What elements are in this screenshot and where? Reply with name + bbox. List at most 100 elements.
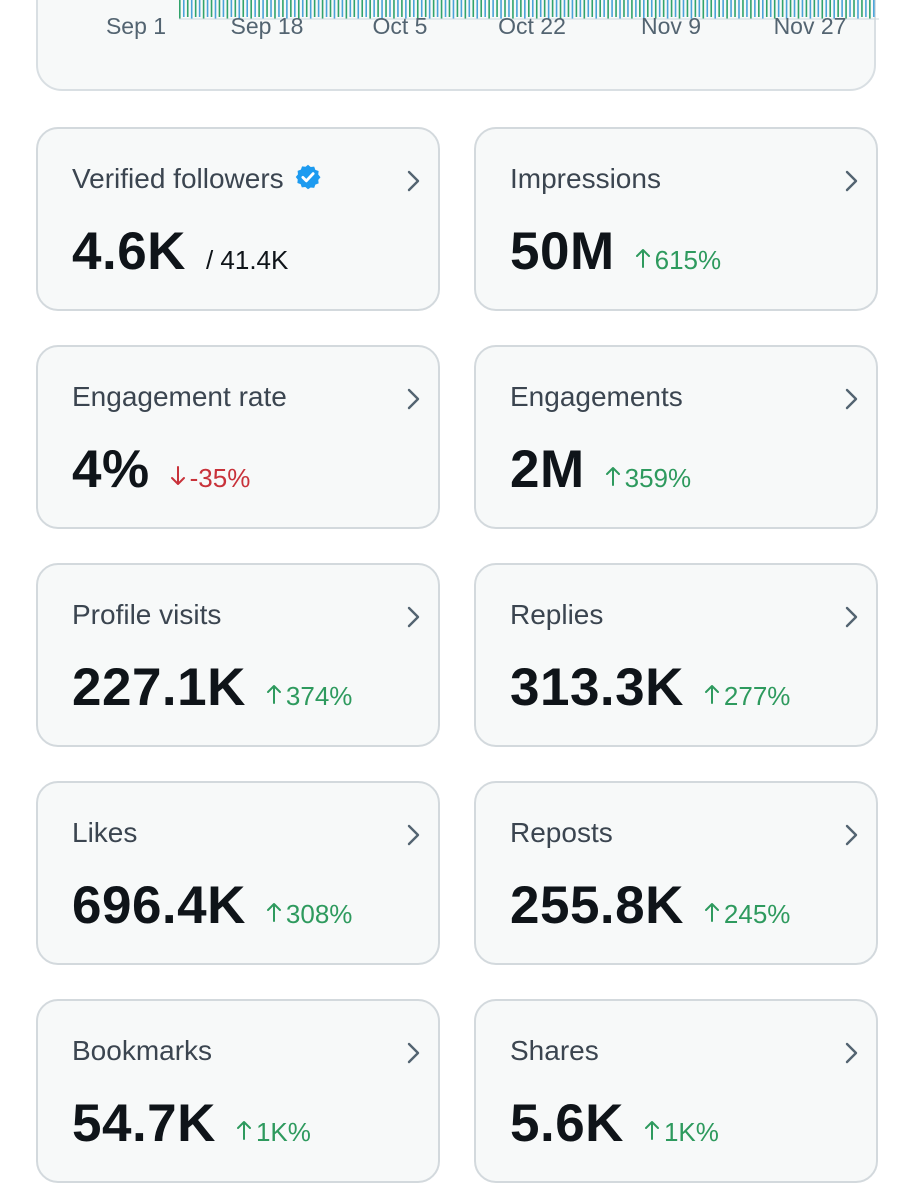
chart-bar [813, 0, 816, 17]
chart-bar [381, 0, 383, 19]
x-tick-label: Nov 27 [773, 13, 847, 39]
chart-bar [821, 0, 824, 19]
chart-bar [603, 0, 605, 17]
chart-bar [416, 0, 419, 19]
metric-value: 2M [510, 440, 585, 499]
chart-bar [535, 0, 538, 19]
chart-bar [424, 0, 427, 17]
chart-bar [484, 0, 486, 17]
metric-card-likes[interactable]: Likes 696.4K 308% [36, 781, 440, 965]
chevron-right-icon [407, 606, 420, 628]
chart-bar [492, 0, 494, 17]
metric-card-verified-followers[interactable]: Verified followers 4.6K / 41.4K [36, 127, 440, 311]
chart-bar [401, 0, 403, 17]
chevron-right-icon [845, 606, 858, 628]
chart-bar [837, 0, 839, 17]
chart-bar [405, 0, 407, 19]
chart-bar [718, 0, 720, 17]
metric-card-engagement-rate[interactable]: Engagement rate 4% -35% [36, 345, 440, 529]
chart-bar [781, 0, 784, 17]
chart-bar [246, 0, 249, 17]
metric-card-engagements[interactable]: Engagements 2M 359% [474, 345, 878, 529]
metric-change: 308% [266, 899, 353, 930]
chart-bar [662, 0, 665, 17]
arrow-up-icon [605, 467, 620, 486]
metric-card-profile-visits[interactable]: Profile visits 227.1K 374% [36, 563, 440, 747]
chart-bar [615, 0, 617, 17]
chart-bar [599, 0, 601, 17]
chart-bar [420, 0, 423, 17]
chart-bar [702, 0, 705, 19]
chart-bar [182, 0, 185, 17]
chart-bar [654, 0, 657, 19]
metric-change-value: -35% [189, 463, 251, 493]
chart-bar [456, 0, 459, 17]
chart-bar [726, 0, 728, 19]
arrow-up-icon [704, 685, 719, 704]
chart-bar [706, 0, 709, 17]
chart-bar [365, 0, 367, 17]
arrow-up-icon [266, 903, 281, 922]
chart-bar [353, 0, 356, 17]
metric-card-shares[interactable]: Shares 5.6K 1K% [474, 999, 878, 1183]
chart-bar [373, 0, 375, 17]
chart-bar [563, 0, 566, 17]
metric-value: 50M [510, 222, 615, 281]
metric-title-text: Shares [510, 1035, 599, 1066]
chart-bar [337, 0, 340, 17]
metric-title-text: Impressions [510, 163, 661, 194]
metric-title: Profile visits [72, 599, 221, 631]
metric-value-row: 696.4K 308% [72, 875, 352, 936]
metric-value: 255.8K [510, 876, 684, 935]
chart-bar [643, 0, 645, 19]
chart-bar [623, 0, 625, 17]
chart-bar [658, 0, 661, 17]
metric-card-bookmarks[interactable]: Bookmarks 54.7K 1K% [36, 999, 440, 1183]
chart-bar [428, 0, 431, 19]
chart-bar [325, 0, 328, 17]
chart-bar [694, 0, 697, 17]
metric-title-text: Engagements [510, 381, 683, 412]
chart-bar [690, 0, 693, 19]
chart-bar [674, 0, 677, 17]
chevron-right-icon [407, 388, 420, 410]
chart-bar [190, 0, 193, 19]
metric-change-value: 374% [285, 681, 353, 711]
chart-bar [234, 0, 237, 17]
metric-change-value: 615% [654, 245, 722, 275]
chart-bar [639, 0, 641, 17]
metric-value-row: 227.1K 374% [72, 657, 352, 718]
metric-value-row: 255.8K 245% [510, 875, 790, 936]
chevron-right-icon [845, 1042, 858, 1064]
chart-bar [432, 0, 435, 17]
chart-bar [274, 0, 276, 19]
chart-bar [714, 0, 716, 19]
metric-card-reposts[interactable]: Reposts 255.8K 245% [474, 781, 878, 965]
chart-bars [179, 0, 879, 20]
chart-bar [785, 0, 788, 19]
chart-bar [349, 0, 352, 17]
chart-bar [587, 0, 590, 17]
chart-bar [480, 0, 483, 17]
chart-bar [865, 0, 867, 17]
metric-total: / 41.4K [205, 245, 289, 275]
chart-bar [218, 0, 221, 17]
metric-card-impressions[interactable]: Impressions 50M 615% [474, 127, 878, 311]
metric-title: Bookmarks [72, 1035, 212, 1067]
chevron-right-icon [407, 170, 420, 192]
chart-bar [857, 0, 859, 19]
chart-bar [301, 0, 304, 17]
metric-change: 245% [704, 899, 790, 930]
chart-bar [619, 0, 621, 19]
metric-card-replies[interactable]: Replies 313.3K 277% [474, 563, 878, 747]
chart-bar [198, 0, 201, 17]
chart-bar [385, 0, 387, 17]
chart-bar [282, 0, 284, 17]
metric-change: 1K% [644, 1117, 719, 1148]
chart-bar [508, 0, 510, 17]
metric-title: Reposts [510, 817, 613, 849]
chart-bar [202, 0, 205, 19]
arrow-up-icon [635, 249, 650, 268]
metric-change-value: 308% [285, 899, 353, 929]
x-tick-label: Sep 18 [230, 13, 304, 39]
